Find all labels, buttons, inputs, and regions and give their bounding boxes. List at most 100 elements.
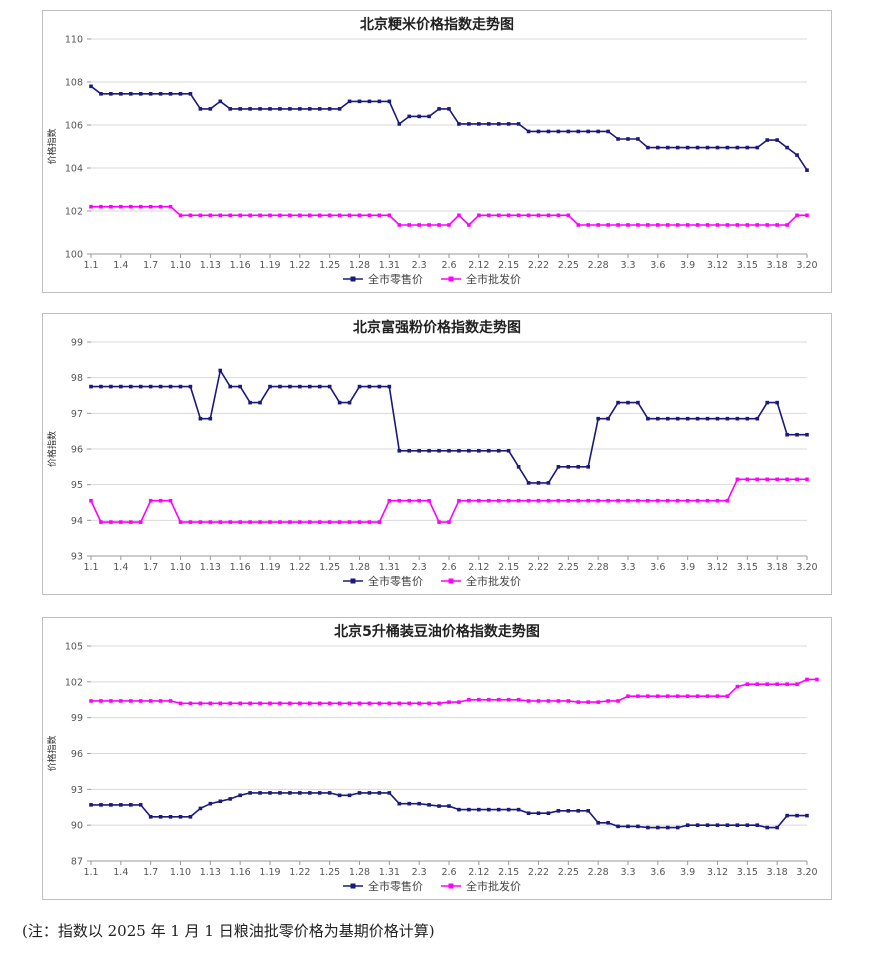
data-point [715,145,720,150]
data-point [228,107,233,111]
data-point [785,477,789,482]
x-tick-label: 1.10 [170,867,191,878]
data-point [775,825,779,830]
data-point [298,520,302,524]
y-tick-label: 106 [65,121,83,132]
data-point [367,701,372,706]
data-point [128,520,133,524]
x-tick-label: 2.3 [412,260,427,271]
data-point [795,432,799,437]
data-point [327,520,332,524]
data-point [337,520,342,524]
data-point [377,384,382,389]
x-tick-label: 2.28 [588,260,609,271]
data-point [616,699,620,703]
data-point [347,99,352,104]
data-point [238,384,242,389]
data-point [646,825,650,830]
data-point [546,811,551,816]
data-point [288,791,292,795]
data-point [427,803,431,807]
x-tick-label: 1.22 [289,260,310,271]
soybean-oil-price-index-chart: 北京5升桶装豆油价格指数走势图 87 90 93 96 99 102 105 价格指数 1.1 1.… [46,623,819,893]
x-tick-label: 1.25 [319,867,340,878]
data-point [556,699,561,703]
data-point [248,107,252,111]
data-point [695,694,700,698]
series-line-wholesale [90,478,807,523]
data-point [298,107,302,111]
data-point [238,793,242,798]
data-point [367,520,372,524]
data-point [437,520,441,524]
x-tick-label: 1.28 [349,260,370,271]
data-point [357,384,362,389]
data-point [377,791,382,795]
data-point [755,145,760,150]
data-point [467,697,471,702]
data-point [675,694,680,698]
x-tick-label: 1.25 [319,260,340,271]
x-tick-label: 2.22 [528,260,549,271]
data-point [685,416,690,421]
x-tick-label: 1.4 [113,562,128,573]
data-point [307,384,312,389]
series-line-retail [91,368,807,484]
data-point [347,701,352,706]
x-tick-label: 2.25 [558,867,579,878]
x-tick-label: 3.20 [796,260,817,271]
data-point [705,823,710,827]
data-point [486,807,491,812]
data-point [178,384,183,389]
data-point [158,204,163,209]
legend-label: 全市零售价 [368,272,423,286]
data-point [486,122,491,126]
data-point [646,145,650,150]
data-point [477,807,481,812]
data-point [725,823,730,827]
x-tick-label: 2.6 [441,562,456,573]
data-point [407,498,412,503]
y-axis-label: 价格指数 [46,431,58,467]
data-point [307,107,312,111]
data-point [397,448,402,453]
x-tick-label: 1.25 [319,562,340,573]
y-tick-label: 90 [71,821,83,832]
data-point [556,498,561,503]
data-point [536,213,541,218]
x-tick-label: 3.6 [650,867,665,878]
data-point [486,498,491,503]
data-point [317,107,322,111]
data-point [158,384,163,389]
x-tick-label: 1.4 [113,260,128,271]
data-point [646,416,650,421]
data-point [566,809,571,813]
data-point [228,520,233,524]
data-point [596,498,600,503]
data-point [586,465,591,469]
data-point [268,701,272,706]
data-point [586,223,591,227]
data-point [626,694,630,698]
data-point [685,694,690,698]
data-point [785,682,789,687]
data-point [636,223,640,227]
rice-price-index-chart: 北京粳米价格指数走势图 100 102 104 106 108 110 价格指数 1.1 1.4 1… [46,16,818,286]
data-point [765,138,770,142]
data-point [337,701,342,706]
data-point [298,791,302,795]
data-point [735,684,740,689]
data-point [89,204,93,209]
legend-label: 全市批发价 [466,574,521,588]
data-point [109,520,113,524]
data-point [646,223,650,227]
data-point [208,520,213,524]
x-tick-label: 1.31 [379,867,400,878]
data-point [795,213,799,218]
data-point [566,129,571,134]
data-point [486,448,491,453]
x-tick-label: 3.15 [737,867,758,878]
y-tick-label: 95 [71,480,83,491]
data-point [218,99,223,104]
data-point [238,107,242,111]
